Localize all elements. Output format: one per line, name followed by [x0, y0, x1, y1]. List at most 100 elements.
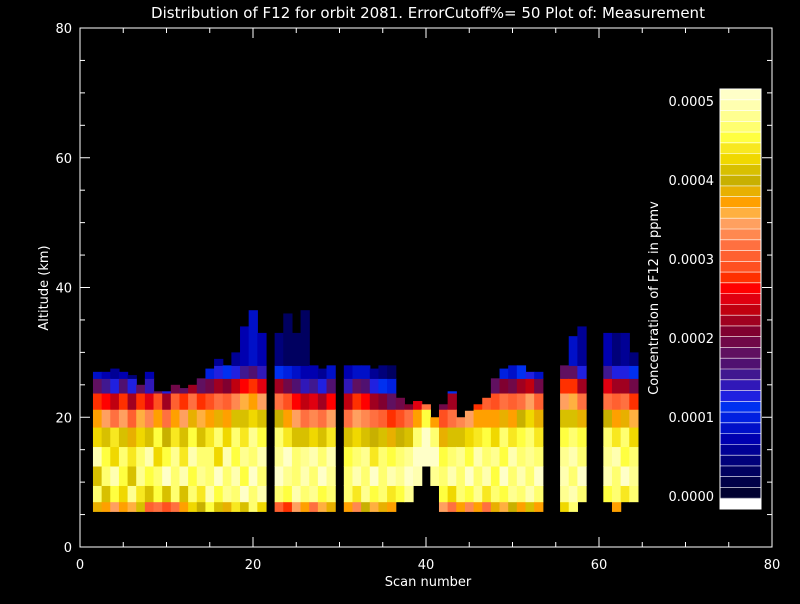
heatmap-cell	[395, 485, 405, 503]
heatmap-cell	[196, 409, 207, 428]
heatmap-cell	[309, 409, 319, 428]
heatmap-cell	[162, 391, 172, 394]
heatmap-cell	[248, 465, 258, 486]
heatmap-cell	[603, 365, 613, 379]
heatmap-cell	[378, 501, 388, 512]
heatmap-cell	[516, 409, 527, 428]
colorbar-swatch	[720, 272, 761, 284]
heatmap-cell	[309, 365, 319, 379]
heatmap-cell	[525, 426, 535, 448]
heatmap-cell	[162, 426, 172, 448]
heatmap-cell	[404, 446, 414, 467]
heatmap-cell	[447, 501, 457, 512]
heatmap-cell	[343, 426, 354, 448]
heatmap-cell	[162, 446, 172, 467]
heatmap-cell	[482, 409, 492, 428]
heatmap-cell	[317, 368, 328, 379]
heatmap-cell	[170, 384, 181, 394]
heatmap-cell	[101, 426, 111, 448]
heatmap-cell	[490, 409, 501, 428]
heatmap-cell	[525, 392, 535, 410]
heatmap-cell	[352, 485, 362, 503]
heatmap-cell	[473, 409, 483, 428]
heatmap-cell	[188, 485, 198, 503]
heatmap-cell	[170, 465, 181, 486]
chart-title: Distribution of F12 for orbit 2081. Erro…	[151, 4, 705, 22]
heatmap-cell	[127, 446, 137, 467]
heatmap-cell	[240, 378, 250, 394]
heatmap-cell	[387, 501, 397, 512]
heatmap-cell	[101, 392, 111, 410]
heatmap-cell	[170, 485, 181, 503]
colorbar-swatch	[720, 142, 761, 155]
heatmap-cell	[291, 332, 302, 366]
heatmap-cell	[473, 501, 483, 512]
colorbar-tick-label: 0.0000	[669, 490, 715, 505]
heatmap-cell	[317, 426, 328, 448]
heatmap-cell	[395, 409, 405, 428]
heatmap-cell	[534, 485, 544, 503]
heatmap-cell	[508, 485, 518, 503]
heatmap-cell	[378, 485, 388, 503]
heatmap-cell	[101, 485, 111, 503]
heatmap-cell	[352, 501, 362, 512]
heatmap-cell	[274, 332, 284, 366]
heatmap-cell	[300, 392, 310, 410]
heatmap-cell	[464, 410, 475, 428]
colorbar-swatch	[720, 347, 761, 359]
heatmap-cell	[577, 326, 587, 366]
heatmap-cell	[274, 485, 284, 503]
heatmap-cell	[603, 426, 613, 448]
heatmap-cell	[317, 392, 328, 410]
heatmap-cell	[611, 365, 622, 379]
heatmap-cell	[352, 446, 362, 467]
heatmap-cell	[118, 501, 129, 512]
heatmap-cell	[473, 446, 483, 467]
colorbar-swatch	[720, 218, 761, 230]
heatmap-cell	[568, 409, 578, 428]
heatmap-cell	[378, 378, 388, 394]
heatmap-cell	[283, 485, 293, 503]
heatmap-cell	[257, 501, 267, 512]
heatmap-cell	[127, 485, 137, 503]
heatmap-cell	[456, 417, 466, 428]
colorbar-swatch	[720, 422, 761, 435]
colorbar-swatch	[720, 293, 761, 305]
heatmap-cell	[620, 446, 630, 467]
x-axis-label: Scan number	[385, 575, 472, 590]
heatmap-cell	[274, 365, 284, 379]
heatmap-cell	[473, 404, 483, 410]
heatmap-cell	[577, 426, 587, 448]
y-tick-label: 0	[64, 541, 72, 556]
heatmap-cell	[611, 446, 622, 467]
colorbar-swatch	[720, 401, 761, 413]
heatmap-cell	[326, 501, 336, 512]
heatmap-cell	[136, 485, 146, 503]
heatmap-cell	[603, 378, 613, 394]
heatmap-cell	[369, 378, 380, 394]
heatmap-cell	[326, 426, 336, 448]
heatmap-cell	[231, 392, 241, 410]
heatmap-cell	[309, 446, 319, 467]
heatmap-cell	[473, 485, 483, 503]
heatmap-cell	[188, 446, 198, 467]
heatmap-cell	[352, 426, 362, 448]
heatmap-cell	[447, 392, 457, 410]
heatmap-cell	[101, 378, 111, 394]
heatmap-cell	[118, 426, 129, 448]
heatmap-cell	[352, 409, 362, 428]
heatmap-cell	[153, 465, 163, 486]
heatmap-cell	[568, 336, 578, 366]
heatmap-cell	[188, 465, 198, 486]
colorbar-swatch	[720, 465, 761, 478]
colorbar-swatch	[720, 379, 761, 392]
heatmap-cell	[482, 397, 492, 410]
colorbar-swatch	[720, 390, 761, 402]
heatmap-cell	[291, 485, 302, 503]
heatmap-cell	[560, 501, 570, 512]
heatmap-cell	[560, 485, 570, 503]
heatmap-cell	[136, 392, 146, 410]
heatmap-cell	[499, 392, 509, 410]
heatmap-cell	[482, 501, 492, 512]
